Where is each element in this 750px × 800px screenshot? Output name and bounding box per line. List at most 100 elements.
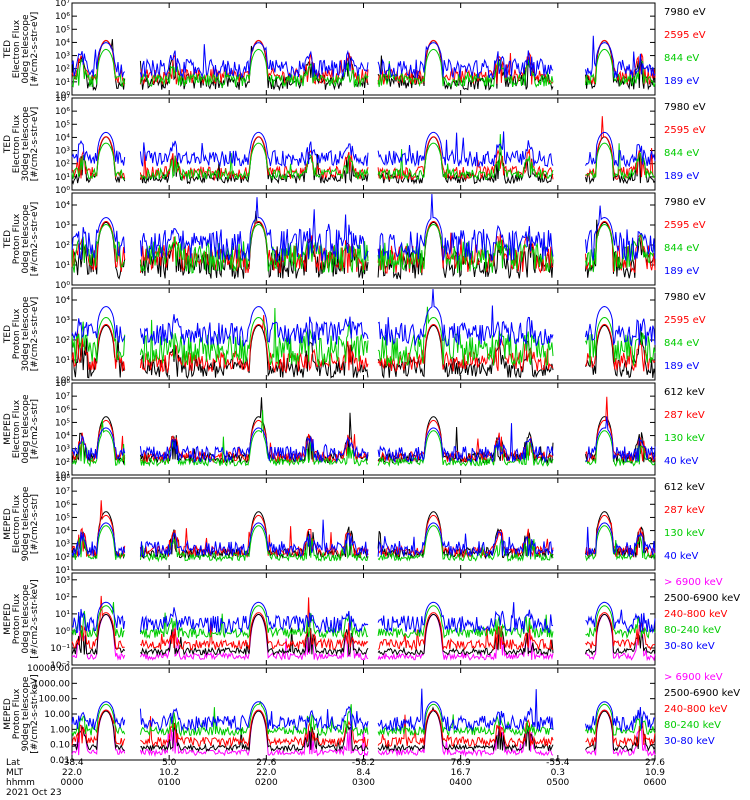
y-axis-label: 30deg telescope (21, 106, 31, 181)
x-tick-mlt: 10.9 (645, 768, 665, 778)
y-tick-label: 0.10 (50, 741, 70, 751)
y-tick-label: 10⁶ (55, 12, 70, 22)
x-tick-lat: 27.6 (256, 758, 276, 768)
y-tick-label: 10² (55, 553, 70, 563)
x-tick-mlt: 0.3 (551, 768, 565, 778)
y-tick-label: 10³ (55, 316, 70, 326)
panel-4 (71, 287, 656, 381)
legend-entry: 2500-6900 keV (664, 593, 740, 604)
y-tick-label: 10⁶ (55, 405, 70, 415)
y-tick-label: 10⁸ (55, 379, 70, 389)
y-axis-label: TED (3, 230, 13, 249)
legend-entry: 80-240 keV (664, 720, 721, 731)
y-tick-label: 10⁵ (55, 25, 70, 35)
x-tick-lat: 76.9 (451, 758, 471, 768)
legend-entry: 7980 eV (664, 197, 706, 208)
y-tick-label: 10⁸ (55, 474, 70, 484)
series-line (71, 519, 656, 558)
y-axis-label: 30deg telescope (21, 296, 31, 371)
y-tick-label: 10³ (55, 445, 70, 455)
y-tick-label: 10⁵ (55, 513, 70, 523)
y-axis-label: [#/cm2-s-str-eV] (30, 107, 40, 182)
y-tick-label: 10⁷ (55, 94, 70, 104)
y-axis-label: Proton Flux (12, 593, 22, 644)
legend-entry: 2595 eV (664, 220, 706, 231)
panel-5 (71, 382, 656, 476)
y-axis-label: TED (3, 135, 13, 154)
legend-entry: 844 eV (664, 148, 699, 159)
date-label: 2021 Oct 23 (6, 788, 62, 798)
panel-2 (71, 97, 656, 191)
x-tick-hhmm: 0500 (546, 778, 569, 788)
legend-entry: > 6900 keV (664, 577, 723, 588)
legend-entry: 30-80 keV (664, 736, 715, 747)
y-tick-label: 10² (55, 160, 70, 170)
y-tick-label: 10⁵ (55, 418, 70, 428)
x-tick-hhmm: 0100 (158, 778, 181, 788)
y-tick-label: 10⁴ (55, 133, 70, 143)
legend-entry: 189 eV (664, 76, 699, 87)
series-line (71, 223, 656, 274)
series-line (71, 416, 656, 464)
y-tick-label: 10² (55, 241, 70, 251)
legend-entry: 240-800 keV (664, 704, 728, 715)
panel-1 (71, 2, 656, 96)
legend-entry: 287 keV (664, 410, 705, 421)
y-axis-label: [#/cm2-s-str-keV] (30, 674, 40, 753)
y-axis-label: Electron Flux (12, 494, 22, 553)
legend-entry: 844 eV (664, 243, 699, 254)
legend-entry: 130 keV (664, 433, 705, 444)
y-tick-label: 10⁷ (55, 392, 70, 402)
panel-3 (71, 192, 656, 286)
y-axis-label: TED (3, 325, 13, 344)
series-line (71, 525, 656, 563)
series-line (71, 193, 656, 263)
y-axis-label: 90deg telescope (21, 486, 31, 561)
y-tick-label: 10.00 (44, 710, 70, 720)
legend-entry: 2595 eV (664, 30, 706, 41)
y-axis-label: [#/cm2-s-str-eV] (30, 297, 40, 372)
y-axis-label: 0deg telescope (21, 204, 31, 274)
series-line (71, 700, 656, 737)
legend-entry: 7980 eV (664, 102, 706, 113)
series-line (71, 410, 656, 468)
y-axis-label: 90deg telescope (21, 676, 31, 751)
series-line (71, 601, 656, 635)
series-line (71, 35, 656, 80)
y-axis-label: MEPED (3, 508, 13, 540)
x-tick-lat: -38.4 (60, 758, 84, 768)
y-axis-label: Proton Flux (12, 308, 22, 359)
y-tick-label: 10³ (55, 540, 70, 550)
y-tick-label: 1000.00 (33, 679, 70, 689)
y-tick-label: 100.00 (39, 695, 71, 705)
series-line (71, 306, 656, 367)
series-line (71, 134, 656, 182)
y-tick-label: 10⁰ (55, 376, 70, 386)
series-line (71, 602, 656, 640)
y-tick-label: 10⁵ (55, 120, 70, 130)
y-tick-label: 10² (55, 336, 70, 346)
y-axis-label: [#/cm2-s-str-keV] (30, 579, 40, 658)
y-tick-label: 10⁷ (55, 0, 70, 9)
y-axis-label: Electron Flux (12, 114, 22, 173)
y-tick-label: 10⁴ (55, 296, 70, 306)
y-tick-label: 10⁷ (55, 487, 70, 497)
legend-entry: 2595 eV (664, 315, 706, 326)
y-axis-label: [#/cm2-s-str-eV] (30, 202, 40, 277)
legend-entry: 80-240 keV (664, 625, 721, 636)
y-axis-label: 0deg telescope (21, 584, 31, 654)
legend-entry: 30-80 keV (664, 641, 715, 652)
y-tick-label: 10⁻¹ (50, 644, 70, 654)
y-tick-label: 10⁶ (55, 107, 70, 117)
x-row-label: Lat (6, 758, 21, 768)
y-tick-label: 10⁴ (55, 38, 70, 48)
y-tick-label: 10⁴ (55, 201, 70, 211)
x-tick-hhmm: 0300 (352, 778, 375, 788)
x-row-label: MLT (6, 768, 24, 778)
legend-entry: 2595 eV (664, 125, 706, 136)
x-tick-mlt: 22.0 (62, 768, 82, 778)
y-tick-label: 1.00 (50, 725, 70, 735)
y-axis-label: 0deg telescope (21, 14, 31, 84)
legend-entry: 612 keV (664, 387, 705, 398)
y-tick-label: 10¹ (55, 566, 70, 576)
